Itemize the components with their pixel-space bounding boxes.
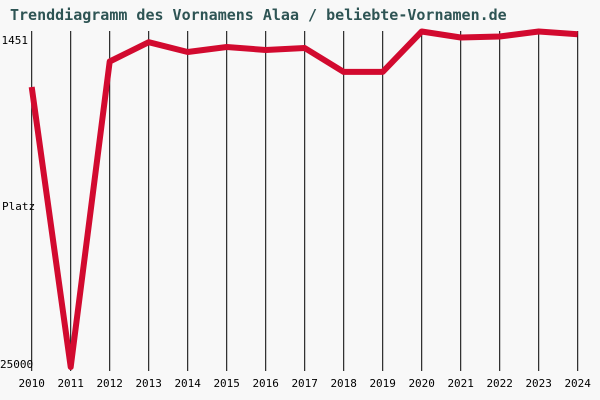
x-axis-label-2014: 2014 — [174, 377, 201, 390]
trend-line — [28, 28, 578, 370]
y-axis-title: Platz — [2, 200, 36, 213]
y-axis-min-tick-label: 25000 — [0, 358, 34, 371]
x-axis-label-2012: 2012 — [96, 377, 123, 390]
x-axis-label-2015: 2015 — [213, 377, 240, 390]
y-axis-max-tick-label: 1451 — [1, 34, 29, 47]
x-axis-label-2013: 2013 — [135, 377, 162, 390]
x-axis-label-2023: 2023 — [525, 377, 552, 390]
x-axis-label-2021: 2021 — [447, 377, 474, 390]
x-axis-label-2016: 2016 — [252, 377, 279, 390]
x-axis-label-2017: 2017 — [291, 377, 318, 390]
x-axis-label-2022: 2022 — [486, 377, 513, 390]
x-axis-label-2024: 2024 — [564, 377, 591, 390]
x-axis-label-2011: 2011 — [57, 377, 84, 390]
x-axis-label-2018: 2018 — [330, 377, 357, 390]
chart-title: Trenddiagramm des Vornamens Alaa / belie… — [10, 6, 507, 24]
x-axis-label-2020: 2020 — [408, 377, 435, 390]
x-axis-label-2010: 2010 — [18, 377, 45, 390]
x-axis-label-2019: 2019 — [369, 377, 396, 390]
year-gridlines — [31, 31, 579, 371]
